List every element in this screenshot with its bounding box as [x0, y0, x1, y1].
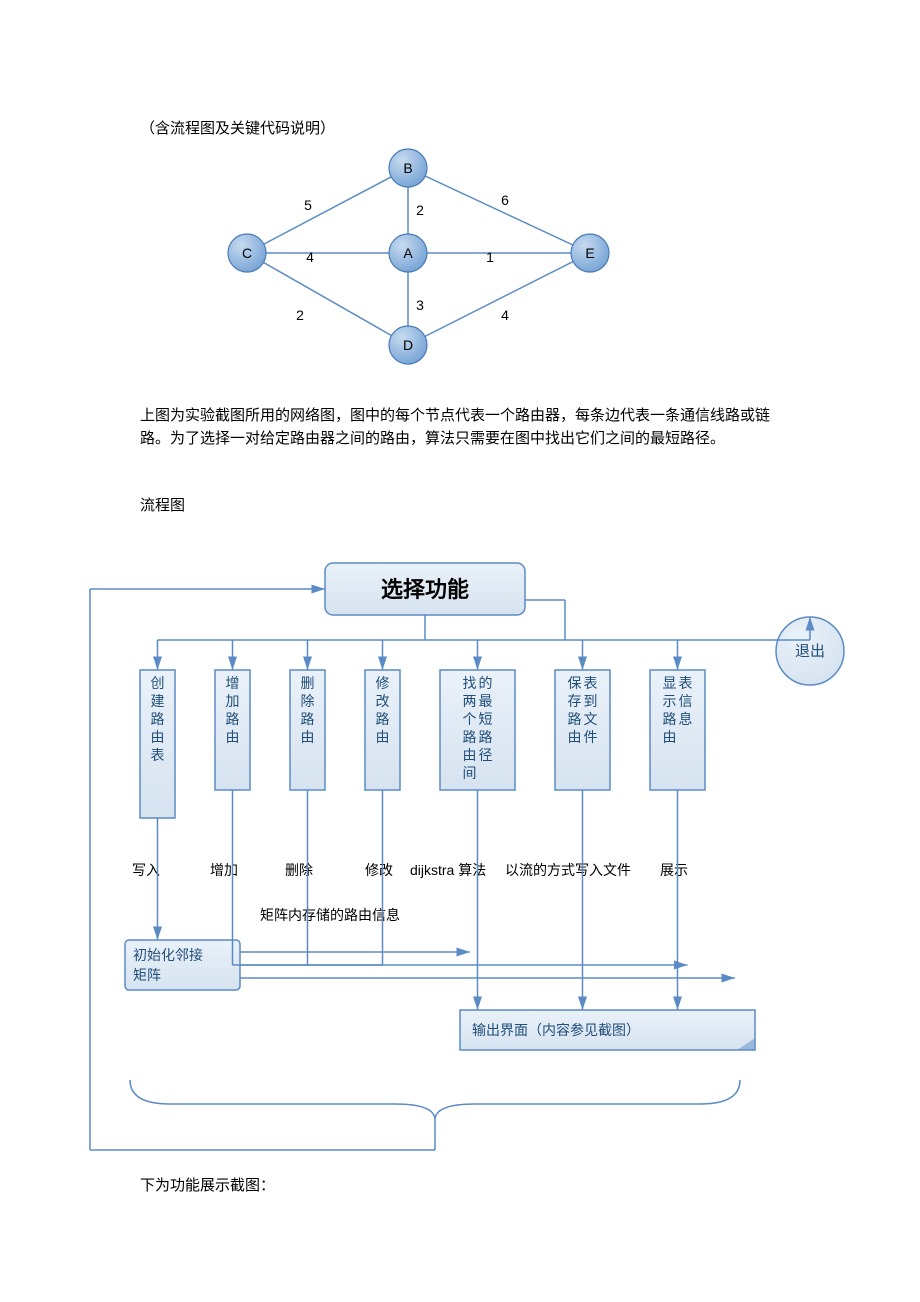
svg-text:息: 息: [679, 711, 693, 727]
svg-text:由: 由: [301, 729, 315, 745]
svg-text:选择功能: 选择功能: [381, 577, 469, 602]
svg-text:由: 由: [568, 729, 582, 745]
svg-text:表: 表: [679, 675, 693, 691]
svg-text:件: 件: [584, 729, 598, 745]
svg-text:删除: 删除: [285, 862, 313, 878]
svg-text:加: 加: [226, 693, 240, 709]
svg-text:矩阵内存储的路由信息: 矩阵内存储的路由信息: [260, 907, 400, 923]
svg-text:以流的方式写入文件: 以流的方式写入文件: [505, 862, 631, 878]
svg-text:路: 路: [568, 711, 582, 727]
svg-text:路: 路: [301, 711, 315, 727]
svg-text:路: 路: [376, 711, 390, 727]
svg-text:写入: 写入: [132, 862, 160, 878]
svg-text:展示: 展示: [660, 862, 688, 878]
flowchart-diagram: 选择功能退出创建路由表增加路由删除路由修改路由找两个路由间的最短路径保存路由表到…: [0, 0, 920, 1200]
svg-text:文: 文: [584, 711, 598, 727]
svg-text:表: 表: [584, 675, 598, 691]
page-root: （含流程图及关键代码说明） 52641234ABCDE 上图为实验截图所用的网络…: [0, 0, 920, 1302]
svg-text:由: 由: [463, 747, 477, 763]
svg-text:显: 显: [663, 675, 677, 691]
svg-text:路: 路: [663, 711, 677, 727]
svg-text:短: 短: [479, 711, 493, 727]
svg-text:保: 保: [568, 675, 582, 691]
svg-text:找: 找: [463, 675, 477, 691]
svg-text:信: 信: [679, 693, 693, 709]
svg-text:由: 由: [376, 729, 390, 745]
svg-text:修改: 修改: [365, 862, 393, 878]
svg-text:路: 路: [151, 711, 165, 727]
svg-text:修: 修: [376, 675, 390, 691]
svg-text:由: 由: [151, 729, 165, 745]
footer-text: 下为功能展示截图：: [140, 1175, 275, 1198]
svg-text:由: 由: [226, 729, 240, 745]
svg-text:增: 增: [226, 675, 240, 691]
svg-text:的: 的: [479, 675, 493, 691]
svg-text:到: 到: [584, 693, 598, 709]
svg-text:两: 两: [463, 693, 477, 709]
svg-text:路: 路: [479, 729, 493, 745]
svg-text:dijkstra 算法: dijkstra 算法: [410, 862, 486, 878]
svg-text:删: 删: [301, 675, 315, 691]
svg-text:间: 间: [463, 765, 477, 781]
svg-text:改: 改: [376, 693, 390, 709]
svg-text:退出: 退出: [795, 643, 825, 660]
svg-text:最: 最: [479, 693, 493, 709]
svg-text:个: 个: [463, 711, 477, 727]
svg-text:由: 由: [663, 729, 677, 745]
svg-text:建: 建: [151, 693, 165, 709]
svg-text:增加: 增加: [210, 862, 238, 878]
svg-text:表: 表: [151, 747, 165, 763]
svg-text:示: 示: [663, 693, 677, 709]
svg-text:路: 路: [463, 729, 477, 745]
svg-text:矩阵: 矩阵: [133, 967, 161, 983]
svg-text:输出界面（内容参见截图）: 输出界面（内容参见截图）: [472, 1022, 640, 1038]
svg-text:存: 存: [568, 693, 582, 709]
svg-text:路: 路: [226, 711, 240, 727]
svg-text:初始化邻接: 初始化邻接: [133, 947, 203, 963]
svg-text:径: 径: [479, 747, 493, 763]
svg-text:除: 除: [301, 693, 315, 709]
svg-text:创: 创: [151, 675, 165, 691]
